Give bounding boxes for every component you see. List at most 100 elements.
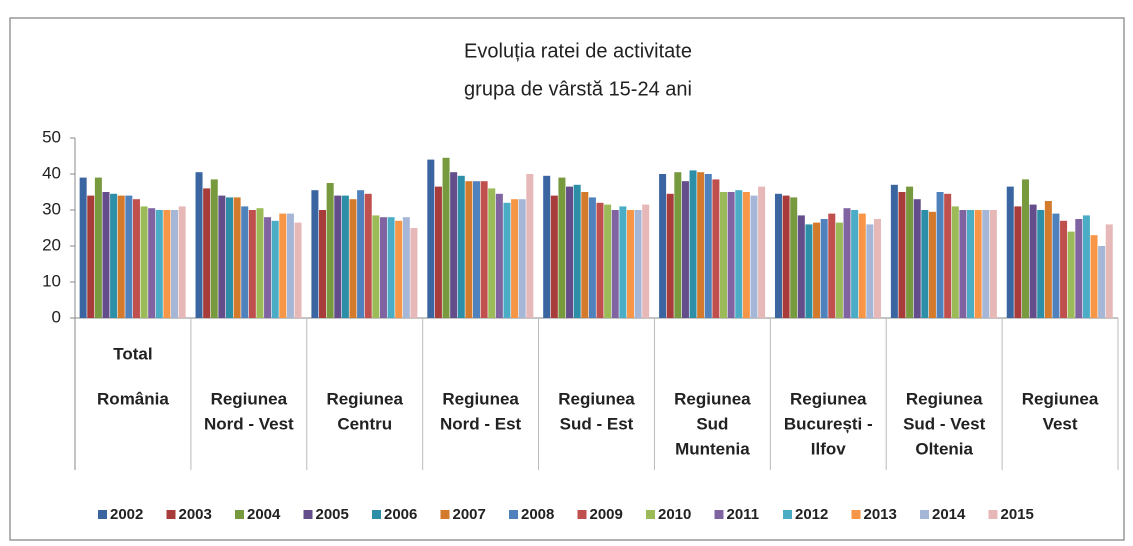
x-tick-label: Regiunea <box>674 389 751 408</box>
bar <box>286 213 294 318</box>
bar <box>271 220 279 318</box>
x-tick-label: Total <box>113 344 152 363</box>
legend-swatch <box>920 510 929 519</box>
bar <box>758 186 766 318</box>
bar <box>835 222 843 318</box>
bar <box>1067 231 1075 318</box>
bar <box>434 186 442 318</box>
bar <box>967 210 975 318</box>
bar <box>573 184 581 318</box>
bar <box>117 195 125 318</box>
x-tick-label: Sud - Vest <box>903 414 986 433</box>
bar <box>928 211 936 318</box>
bar <box>387 217 395 318</box>
legend-swatch <box>303 510 313 519</box>
x-tick-label: Muntenia <box>675 439 750 458</box>
bar <box>936 192 944 318</box>
bar <box>1021 179 1029 318</box>
bar <box>511 199 519 318</box>
bar <box>906 186 914 318</box>
x-tick-label: Regiunea <box>211 389 288 408</box>
bar <box>704 174 712 318</box>
bar <box>450 172 458 318</box>
legend-label: 2009 <box>590 506 623 523</box>
legend-label: 2012 <box>795 506 828 523</box>
bar <box>294 222 302 318</box>
bar <box>566 186 574 318</box>
bar <box>913 199 921 318</box>
bar <box>203 188 211 318</box>
legend-label: 2005 <box>316 506 349 523</box>
bar <box>873 219 881 318</box>
legend-label: 2013 <box>864 506 897 523</box>
legend-label: 2007 <box>453 506 486 523</box>
bar <box>543 175 551 318</box>
x-tick-label: Regiunea <box>906 389 983 408</box>
bar <box>674 172 682 318</box>
bar <box>349 199 357 318</box>
bar <box>1044 201 1052 318</box>
bar <box>442 157 450 318</box>
bar <box>427 159 435 318</box>
legend-label: 2008 <box>521 506 554 523</box>
x-tick-label: Oltenia <box>915 439 973 458</box>
legend-swatch <box>714 510 724 519</box>
bar <box>495 193 503 318</box>
bar <box>364 193 372 318</box>
bar <box>465 181 473 318</box>
bar <box>750 195 758 318</box>
bar <box>720 192 728 318</box>
chart-title: Evoluția ratei de activitate <box>464 40 692 62</box>
bar <box>550 195 558 318</box>
x-tick-label: București - <box>784 414 873 433</box>
legend-label: 2003 <box>179 506 212 523</box>
bar <box>681 181 689 318</box>
bar <box>634 210 642 318</box>
bar <box>820 219 828 318</box>
legend-swatch <box>166 510 176 519</box>
legend-swatch <box>509 510 518 519</box>
bar <box>102 192 110 318</box>
bar <box>604 204 612 318</box>
bar <box>210 179 218 318</box>
bar <box>148 208 156 318</box>
bar <box>813 222 821 318</box>
bar <box>727 192 735 318</box>
legend-label: 2010 <box>658 506 691 523</box>
bar <box>782 195 790 318</box>
x-tick-label: Centru <box>337 414 392 433</box>
bar <box>1014 206 1022 318</box>
bar <box>797 215 805 318</box>
y-tick-label: 40 <box>42 163 61 182</box>
bar <box>898 192 906 318</box>
bar <box>642 204 650 318</box>
bar <box>1075 219 1083 318</box>
bar <box>1060 220 1068 318</box>
bar <box>372 215 380 318</box>
bar <box>1105 224 1113 318</box>
legend-swatch <box>646 510 655 519</box>
chart-title: grupa de vârstă 15-24 ani <box>464 78 692 100</box>
bar <box>319 210 327 318</box>
legend-swatch <box>988 510 998 519</box>
bar <box>1082 215 1090 318</box>
bar <box>218 195 226 318</box>
bar <box>790 197 798 318</box>
bar <box>526 174 534 318</box>
legend-label: 2015 <box>1001 506 1034 523</box>
x-tick-label: Vest <box>1043 414 1078 433</box>
bar <box>921 210 929 318</box>
bar <box>241 206 249 318</box>
bar <box>410 228 418 318</box>
legend-label: 2011 <box>727 506 760 523</box>
bar <box>974 210 982 318</box>
bar <box>666 193 674 318</box>
bar <box>1006 186 1014 318</box>
bar <box>233 197 241 318</box>
bar <box>503 202 511 318</box>
bar <box>619 206 627 318</box>
bar <box>959 210 967 318</box>
bar <box>480 181 488 318</box>
x-tick-label: Regiunea <box>790 389 867 408</box>
